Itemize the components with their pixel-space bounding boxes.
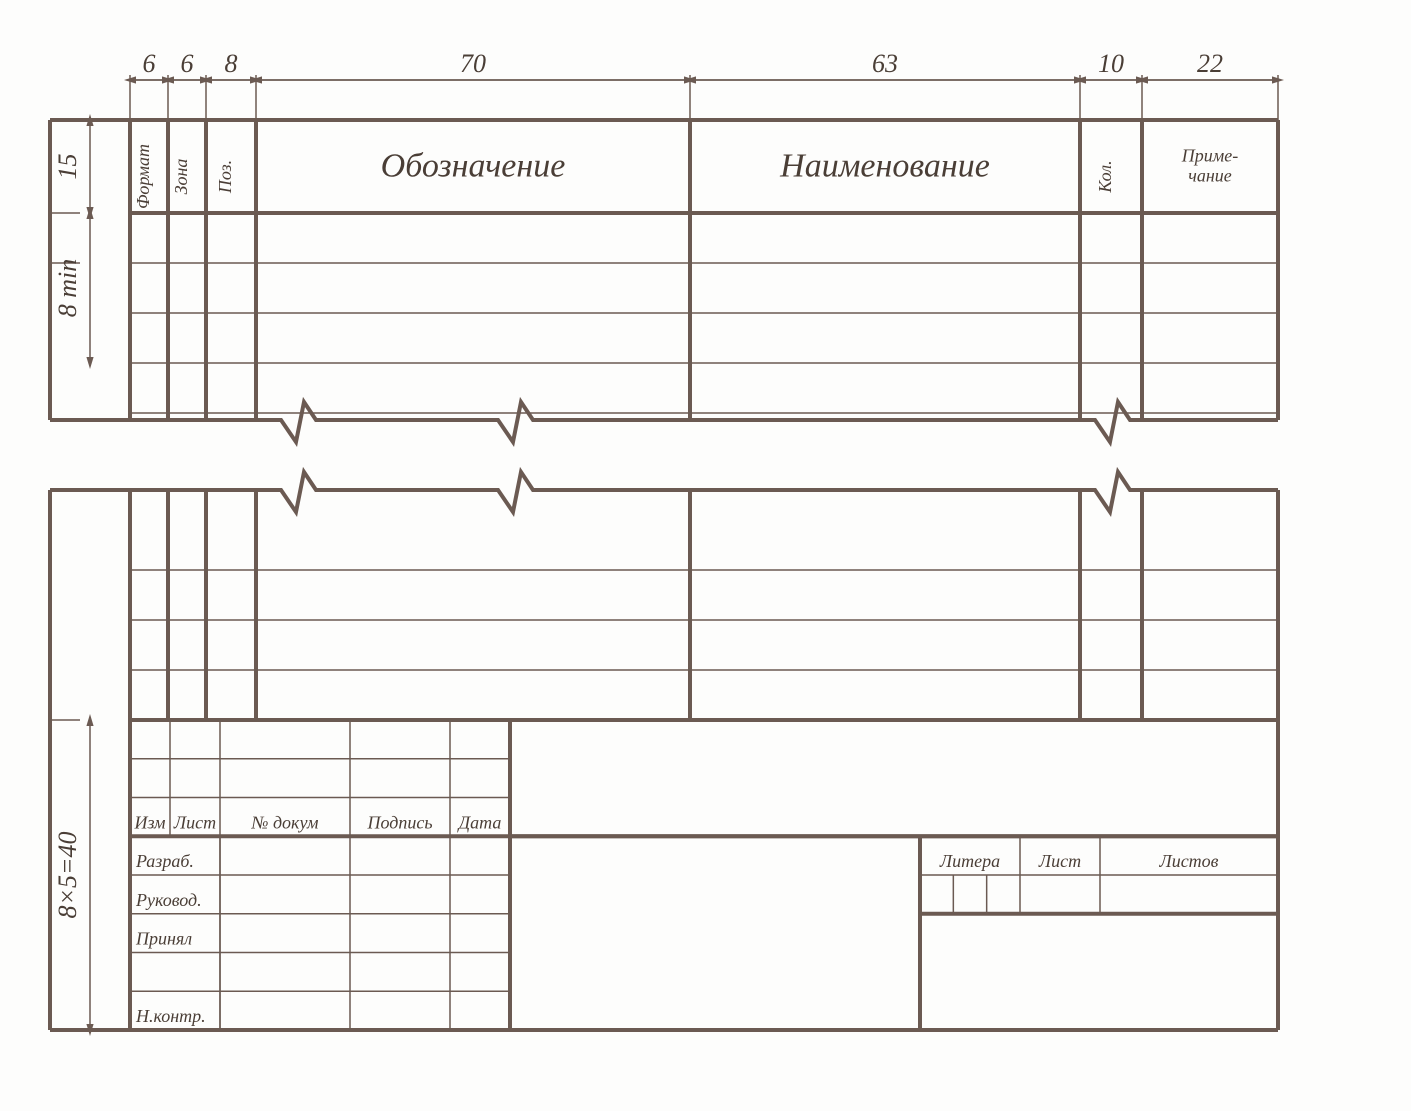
svg-text:15: 15: [53, 154, 82, 180]
svg-text:Дата: Дата: [457, 812, 502, 832]
svg-text:№ докум: № докум: [250, 812, 319, 832]
svg-text:Поз.: Поз.: [215, 160, 235, 194]
svg-text:Подпись: Подпись: [366, 812, 432, 832]
svg-text:8×5=40: 8×5=40: [53, 831, 82, 918]
svg-text:Зона: Зона: [171, 159, 191, 195]
svg-text:Изм: Изм: [133, 812, 166, 832]
svg-text:6: 6: [181, 49, 194, 78]
svg-text:Кол.: Кол.: [1095, 160, 1115, 193]
gost-specification-diagram: 66 8 70 63 10 22 Формат Зона Поз. Обозначение Наим…: [20, 20, 1411, 1091]
svg-text:Обозначение: Обозначение: [381, 148, 566, 185]
svg-text:Принял: Принял: [135, 929, 192, 949]
svg-text:Разраб.: Разраб.: [135, 851, 194, 871]
svg-text:22: 22: [1197, 49, 1223, 78]
svg-text:Формат: Формат: [133, 144, 153, 209]
svg-text:63: 63: [872, 49, 898, 78]
svg-text:10: 10: [1098, 49, 1124, 78]
svg-text:Листов: Листов: [1159, 851, 1219, 871]
svg-text:Руковод.: Руковод.: [135, 890, 202, 910]
svg-text:Н.контр.: Н.контр.: [135, 1006, 206, 1026]
svg-text:Литера: Литера: [939, 851, 1000, 871]
svg-text:Лист: Лист: [173, 812, 216, 832]
svg-text:Наименование: Наименование: [779, 148, 990, 185]
svg-text:Приме-чание: Приме-чание: [1181, 146, 1238, 186]
svg-text:Лист: Лист: [1038, 851, 1081, 871]
svg-text:6: 6: [143, 49, 156, 78]
svg-text:8: 8: [225, 49, 238, 78]
svg-text:70: 70: [460, 49, 486, 78]
svg-text:8 min: 8 min: [53, 259, 82, 318]
